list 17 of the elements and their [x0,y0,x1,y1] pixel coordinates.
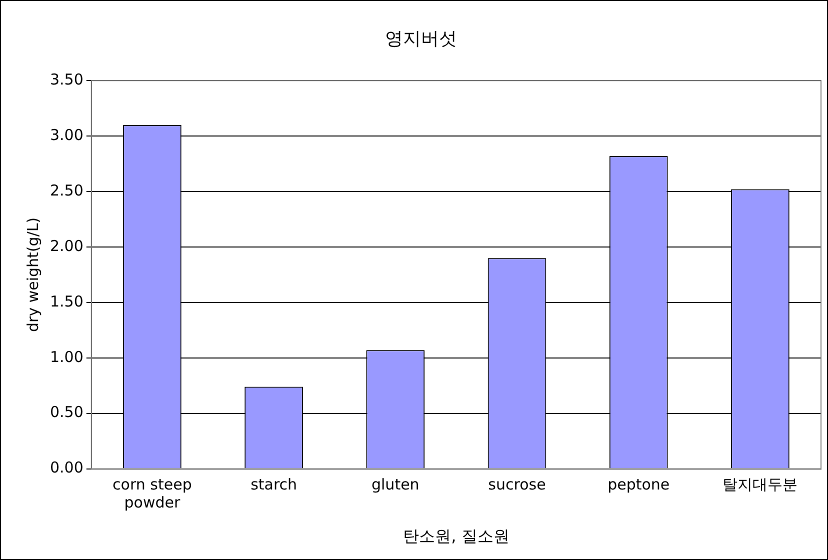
x-tick-label: peptone [608,476,670,494]
x-tick-label: gluten [371,476,420,494]
y-tick-label: 1.50 [50,292,84,310]
y-tick-label: 2.00 [50,236,84,255]
y-tick-label: 1.00 [50,348,84,366]
x-axis-title: 탄소원, 질소원 [403,526,510,546]
y-tick-label: 2.50 [50,181,84,200]
y-tick-label: 3.00 [50,126,84,144]
chart-title: 영지버섯 [385,28,457,50]
x-tick-label: starch [250,476,298,494]
y-tick-label: 0.50 [50,403,84,422]
y-axis-title: dry weight(g/L) [24,217,42,332]
x-tick-label: 탈지대두분 [722,476,798,494]
y-tick-label: 3.50 [50,70,84,88]
x-tick-label: corn steep powder [112,476,192,512]
y-tick-label: 0.00 [50,458,84,477]
x-tick-label: sucrose [488,476,546,494]
